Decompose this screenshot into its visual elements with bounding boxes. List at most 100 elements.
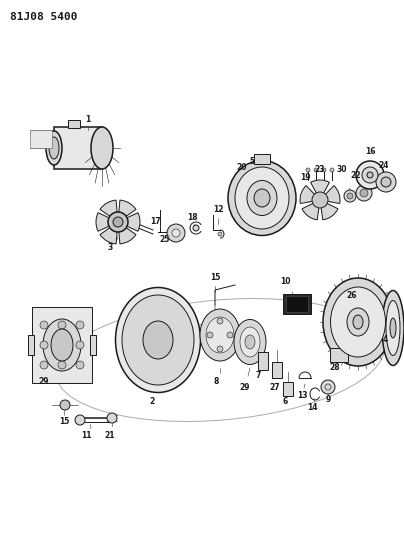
Circle shape xyxy=(40,361,48,369)
Wedge shape xyxy=(320,185,340,204)
Text: 28: 28 xyxy=(330,364,340,373)
Circle shape xyxy=(306,168,310,172)
Ellipse shape xyxy=(390,318,396,338)
Circle shape xyxy=(60,400,70,410)
Circle shape xyxy=(193,225,199,231)
Text: 30: 30 xyxy=(337,166,347,174)
Circle shape xyxy=(381,177,391,187)
Text: 7: 7 xyxy=(255,372,261,381)
Circle shape xyxy=(40,341,48,349)
Bar xyxy=(32,307,92,383)
Circle shape xyxy=(167,224,185,242)
Bar xyxy=(330,348,348,362)
Text: 27: 27 xyxy=(270,384,280,392)
Ellipse shape xyxy=(91,127,113,169)
Text: 23: 23 xyxy=(315,166,325,174)
Ellipse shape xyxy=(240,327,260,357)
Text: 18: 18 xyxy=(187,214,197,222)
Text: 3: 3 xyxy=(107,244,113,253)
Ellipse shape xyxy=(323,278,393,366)
Circle shape xyxy=(76,321,84,329)
Circle shape xyxy=(58,321,66,329)
Wedge shape xyxy=(320,200,338,220)
Bar xyxy=(283,294,311,314)
Ellipse shape xyxy=(245,335,255,349)
Ellipse shape xyxy=(43,319,81,371)
Text: 21: 21 xyxy=(105,431,115,440)
Text: 2: 2 xyxy=(149,398,155,407)
Text: 81J08 5400: 81J08 5400 xyxy=(10,12,78,22)
Circle shape xyxy=(75,415,85,425)
Bar xyxy=(283,382,293,396)
Circle shape xyxy=(347,193,353,199)
Wedge shape xyxy=(100,200,118,222)
Ellipse shape xyxy=(353,315,363,329)
Bar xyxy=(258,352,268,370)
Circle shape xyxy=(217,318,223,324)
Bar xyxy=(30,130,52,148)
Text: 25: 25 xyxy=(160,236,170,245)
Bar xyxy=(254,154,270,164)
Text: 13: 13 xyxy=(297,391,307,400)
Ellipse shape xyxy=(235,167,289,229)
Text: 14: 14 xyxy=(307,403,317,413)
Bar xyxy=(68,120,80,128)
Circle shape xyxy=(207,332,213,338)
Ellipse shape xyxy=(116,287,200,392)
Circle shape xyxy=(360,189,368,197)
Bar xyxy=(272,362,282,378)
Wedge shape xyxy=(118,213,140,231)
Wedge shape xyxy=(302,200,320,220)
Circle shape xyxy=(172,229,180,237)
Circle shape xyxy=(58,361,66,369)
Text: 24: 24 xyxy=(379,160,389,169)
Wedge shape xyxy=(100,222,118,244)
Ellipse shape xyxy=(46,131,62,165)
Ellipse shape xyxy=(49,137,59,159)
Ellipse shape xyxy=(247,181,277,215)
Ellipse shape xyxy=(228,160,296,236)
Circle shape xyxy=(362,167,378,183)
Circle shape xyxy=(40,321,48,329)
Ellipse shape xyxy=(206,317,234,353)
Text: 15: 15 xyxy=(59,417,69,426)
Bar xyxy=(54,127,102,169)
Bar xyxy=(90,335,96,355)
Ellipse shape xyxy=(386,301,400,356)
Wedge shape xyxy=(96,213,118,231)
Circle shape xyxy=(107,413,117,423)
Text: 17: 17 xyxy=(150,217,160,227)
Ellipse shape xyxy=(122,295,194,385)
Text: 20: 20 xyxy=(237,164,247,173)
Ellipse shape xyxy=(51,329,73,361)
Text: 16: 16 xyxy=(365,148,375,157)
Text: 15: 15 xyxy=(210,273,220,282)
Text: 5: 5 xyxy=(249,157,255,166)
Text: 19: 19 xyxy=(300,174,310,182)
Circle shape xyxy=(376,172,396,192)
Text: 29: 29 xyxy=(240,384,250,392)
Text: 10: 10 xyxy=(280,278,290,287)
Circle shape xyxy=(344,190,356,202)
Circle shape xyxy=(367,172,373,178)
Wedge shape xyxy=(300,185,320,204)
Circle shape xyxy=(314,168,318,172)
Text: 12: 12 xyxy=(213,206,223,214)
Circle shape xyxy=(312,192,328,208)
Circle shape xyxy=(321,380,335,394)
Text: 26: 26 xyxy=(347,292,357,301)
Ellipse shape xyxy=(254,189,270,207)
Text: 29: 29 xyxy=(39,377,49,386)
Text: 4: 4 xyxy=(382,335,387,344)
Circle shape xyxy=(113,217,123,227)
Circle shape xyxy=(218,232,222,236)
Text: 11: 11 xyxy=(81,431,91,440)
Circle shape xyxy=(108,212,128,232)
Circle shape xyxy=(330,168,334,172)
Wedge shape xyxy=(118,200,136,222)
Circle shape xyxy=(322,168,326,172)
Circle shape xyxy=(227,332,233,338)
Circle shape xyxy=(76,341,84,349)
Circle shape xyxy=(356,161,384,189)
Ellipse shape xyxy=(143,321,173,359)
